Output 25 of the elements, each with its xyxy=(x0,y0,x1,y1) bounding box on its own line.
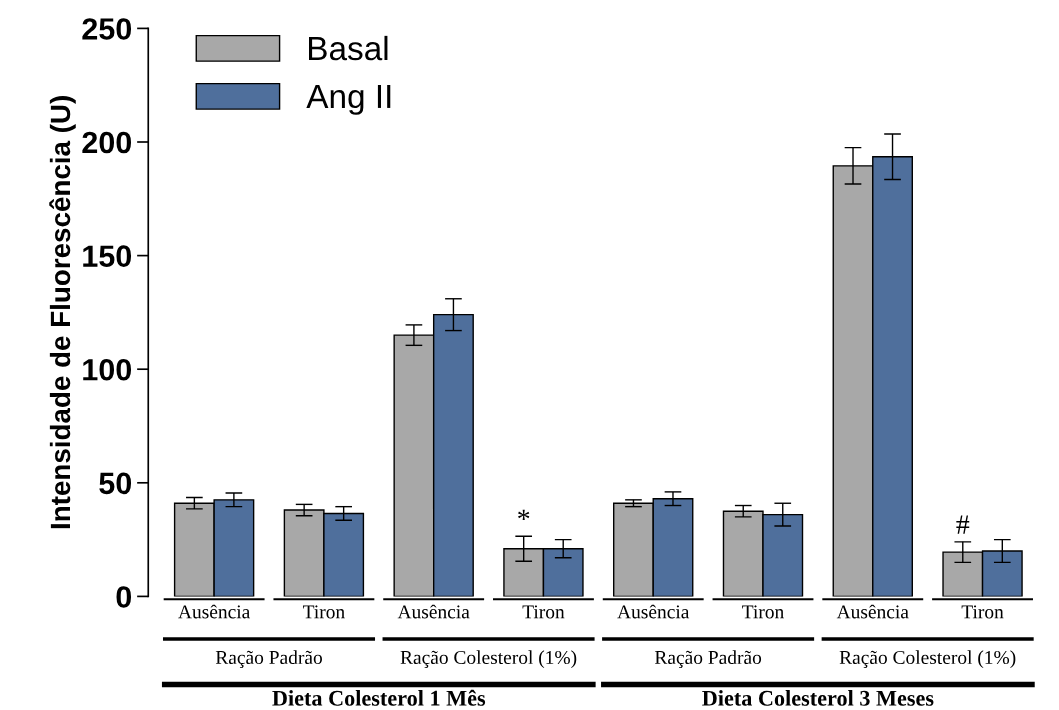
text: Ração Colesterol (1%) xyxy=(839,650,1016,668)
text: Ração Colesterol (1%) xyxy=(400,650,577,668)
y-axis-title: Intensidade de Fluorescência (U) xyxy=(49,96,76,529)
data-label: # xyxy=(956,515,970,534)
x-tick-label: Ausência xyxy=(178,604,251,619)
x-tick-label: Tiron xyxy=(742,605,784,619)
data-label: * xyxy=(518,509,530,520)
y-tick-label: 0 xyxy=(116,586,132,608)
y-tick-label: 200 xyxy=(82,131,132,154)
x-tick-label: Tiron xyxy=(961,605,1004,619)
x-tick-label: Tiron xyxy=(302,605,345,619)
x-tick-label: Ausência xyxy=(617,604,690,619)
y-tick-label: 150 xyxy=(83,245,132,267)
y-tick-label: 250 xyxy=(82,18,132,40)
y-tick-label: 100 xyxy=(83,358,132,381)
text: Dieta Colesterol 3 Meses xyxy=(702,690,934,706)
x-tick-label: Tiron xyxy=(522,605,565,619)
legend-label: Basal xyxy=(309,35,388,61)
legend-label: Ang II xyxy=(306,85,391,115)
text: Dieta Colesterol 1 Mês xyxy=(272,689,486,706)
text: Ração Padrão xyxy=(215,650,322,668)
text: Ração Padrão xyxy=(654,650,762,668)
x-tick-label: Ausência xyxy=(836,604,909,619)
y-tick-label: 50 xyxy=(99,472,132,495)
x-tick-label: Ausência xyxy=(397,604,470,619)
